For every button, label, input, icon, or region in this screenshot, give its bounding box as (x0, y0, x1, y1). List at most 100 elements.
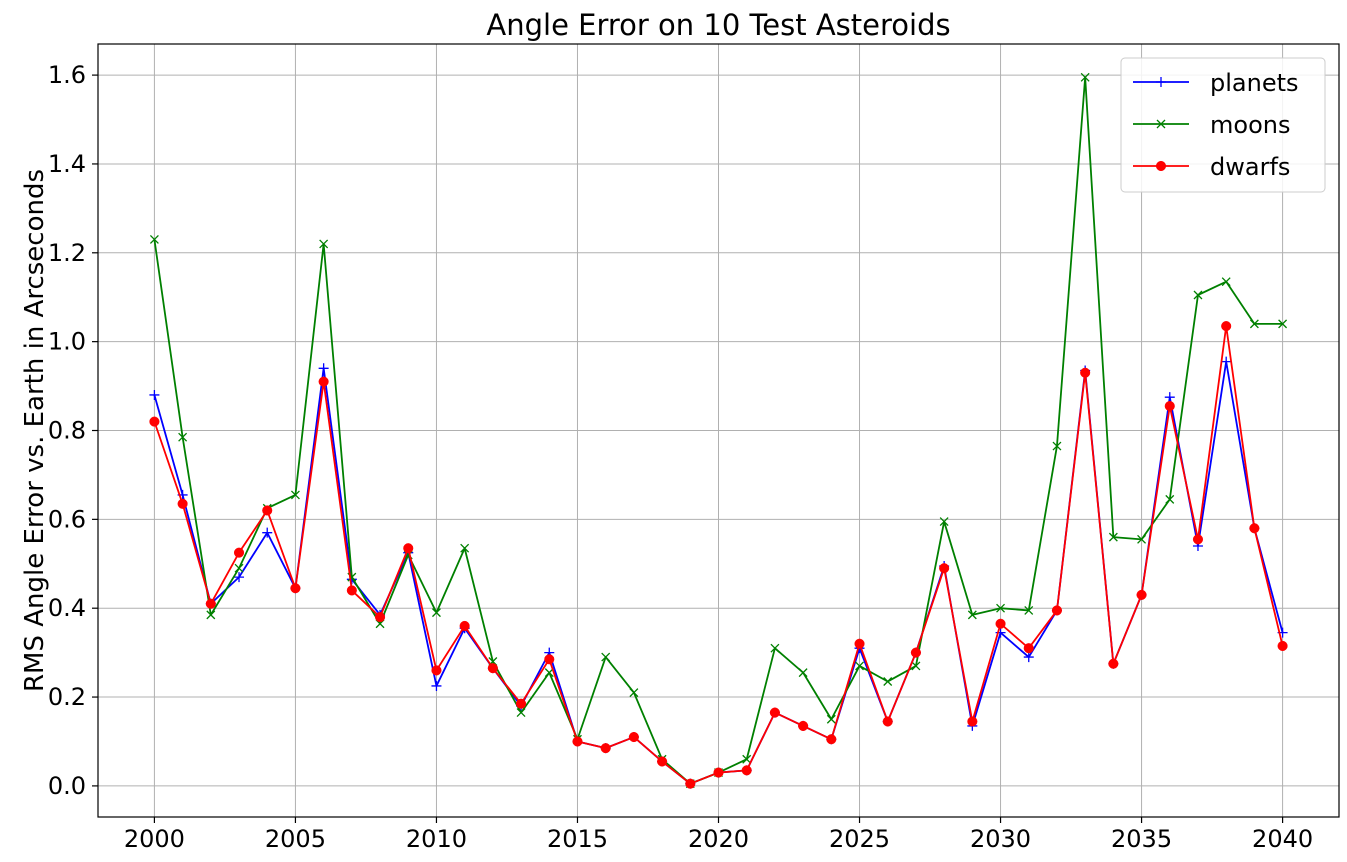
data-point-moons (206, 610, 216, 620)
data-point-dwarfs (939, 563, 950, 574)
legend-marker-dwarfs (1155, 160, 1167, 172)
data-point-moons (149, 235, 159, 244)
data-point-moons (911, 661, 921, 671)
x-tick-label: 2040 (1252, 825, 1313, 853)
data-point-moons (770, 643, 780, 653)
x-tick-label: 2020 (688, 825, 749, 853)
data-point-moons (601, 652, 611, 662)
data-point-dwarfs (1051, 605, 1063, 616)
data-point-dwarfs (1277, 640, 1288, 652)
legend-box (1120, 57, 1326, 193)
data-point-moons (883, 677, 893, 686)
y-tick-label: 0.8 (48, 417, 86, 445)
data-point-moons (1193, 290, 1203, 300)
x-tick-label: 2000 (124, 825, 185, 853)
data-point-dwarfs (459, 620, 470, 632)
data-point-dwarfs (741, 765, 752, 776)
data-point-dwarfs (318, 376, 329, 387)
data-point-dwarfs (205, 598, 216, 609)
data-point-moons (431, 608, 441, 618)
data-point-dwarfs (995, 618, 1006, 629)
data-point-moons (544, 668, 554, 678)
data-point-moons (629, 688, 639, 698)
data-point-moons (1108, 532, 1118, 542)
data-point-moons (1278, 319, 1288, 329)
data-point-dwarfs (177, 498, 188, 509)
y-axis-label: RMS Angle Error vs. Earth in Arcseconds (20, 169, 50, 692)
data-point-moons (1249, 319, 1259, 329)
data-point-moons (1221, 277, 1231, 287)
data-point-moons (798, 668, 808, 678)
data-point-planets (318, 363, 329, 374)
data-point-dwarfs (628, 731, 639, 743)
legend-marker-planets (1156, 77, 1166, 87)
y-tick-label: 0.2 (48, 683, 86, 711)
data-point-moons (1137, 534, 1147, 544)
data-point-dwarfs (487, 663, 498, 674)
data-point-moons (1165, 494, 1175, 504)
data-point-dwarfs (854, 638, 865, 649)
data-point-moons (826, 714, 836, 724)
data-point-planets (431, 680, 442, 691)
data-point-planets (149, 389, 160, 400)
data-point-moons (234, 563, 244, 573)
data-point-moons (1052, 441, 1062, 451)
data-point-dwarfs (826, 734, 837, 745)
data-point-dwarfs (544, 654, 555, 665)
legend-label-planets: planets (1210, 69, 1299, 97)
data-point-dwarfs (1136, 589, 1147, 600)
data-point-dwarfs (713, 767, 724, 778)
data-point-dwarfs (516, 698, 527, 709)
y-tick-label: 1.0 (48, 328, 86, 356)
data-point-dwarfs (233, 547, 245, 558)
x-axis: 2000 2005 2010 2015 2020 2025 2030 2035 2040 (124, 817, 1313, 853)
x-tick-label: 2030 (970, 825, 1031, 853)
data-point-planets (234, 572, 245, 583)
data-point-dwarfs (431, 665, 442, 676)
data-point-dwarfs (685, 778, 696, 789)
data-point-moons (1024, 605, 1034, 615)
data-point-dwarfs (769, 707, 780, 718)
chart-title: Angle Error on 10 Test Asteroids (486, 8, 950, 42)
y-tick-label: 0.0 (48, 772, 86, 800)
data-point-dwarfs (600, 743, 611, 754)
data-point-moons (996, 603, 1006, 613)
x-tick-label: 2015 (547, 825, 608, 853)
data-point-dwarfs (262, 505, 273, 516)
data-point-dwarfs (346, 585, 357, 596)
y-axis: 0.0 0.2 0.4 0.6 0.8 1.0 1.2 1.4 1.6 (48, 61, 98, 800)
y-tick-label: 0.4 (48, 594, 86, 622)
data-point-dwarfs (374, 612, 386, 623)
data-point-moons (855, 661, 864, 671)
data-point-dwarfs (1221, 321, 1232, 332)
x-tick-label: 2035 (1111, 825, 1172, 853)
data-point-dwarfs (1023, 643, 1034, 654)
data-point-dwarfs (1080, 367, 1091, 378)
x-tick-label: 2025 (829, 825, 890, 853)
data-point-dwarfs (1164, 401, 1175, 412)
data-point-planets (1221, 356, 1232, 367)
y-tick-label: 1.4 (48, 150, 86, 178)
series-layer (149, 72, 1288, 789)
y-tick-label: 1.2 (48, 239, 86, 267)
grid-lines (98, 44, 1339, 817)
data-point-dwarfs (290, 583, 301, 594)
data-point-dwarfs (882, 716, 893, 727)
x-tick-label: 2010 (406, 825, 467, 853)
data-point-moons (516, 708, 526, 718)
data-point-dwarfs (1192, 534, 1204, 545)
data-point-dwarfs (657, 756, 668, 767)
legend: planets moons dwarfs (1120, 57, 1326, 193)
data-point-dwarfs (1108, 658, 1119, 669)
series-dwarfs (149, 321, 1288, 789)
data-point-dwarfs (967, 716, 978, 727)
legend-marker-moons (1156, 119, 1166, 129)
x-tick-label: 2005 (265, 825, 326, 853)
data-point-moons (967, 610, 977, 620)
legend-label-dwarfs: dwarfs (1210, 153, 1290, 181)
data-point-moons (290, 490, 300, 500)
data-point-dwarfs (149, 416, 160, 427)
data-point-dwarfs (798, 720, 809, 731)
data-point-moons (1080, 72, 1090, 82)
